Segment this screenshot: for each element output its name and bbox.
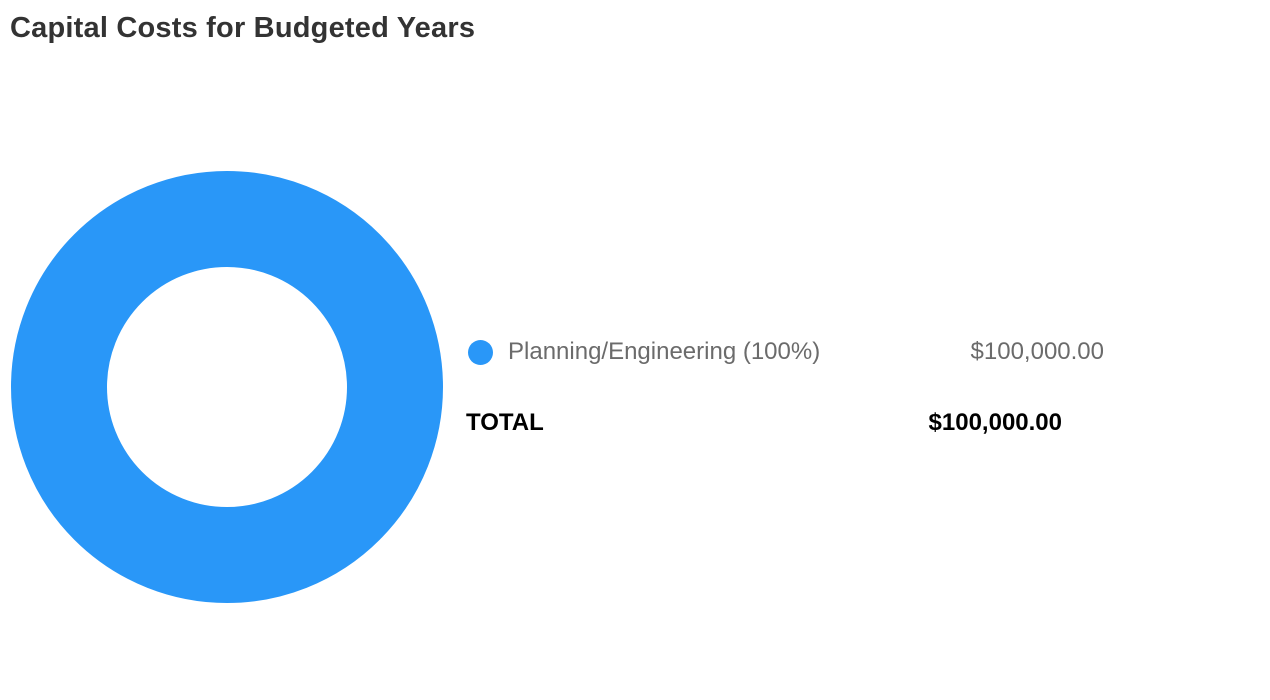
chart-title: Capital Costs for Budgeted Years (10, 12, 476, 44)
donut-chart (11, 171, 443, 603)
total-row: TOTAL $100,000.00 (466, 409, 1066, 441)
legend-swatch-icon (468, 340, 493, 365)
legend-label: Planning/Engineering (100%) (508, 338, 821, 365)
total-label: TOTAL (466, 409, 544, 436)
donut-slice-planning-engineering[interactable] (11, 171, 443, 603)
legend-value: $100,000.00 (970, 338, 1104, 365)
donut-chart-container (0, 160, 454, 614)
total-value: $100,000.00 (928, 409, 1062, 436)
legend-item-planning-engineering[interactable]: Planning/Engineering (100%) $100,000.00 (466, 336, 1116, 370)
